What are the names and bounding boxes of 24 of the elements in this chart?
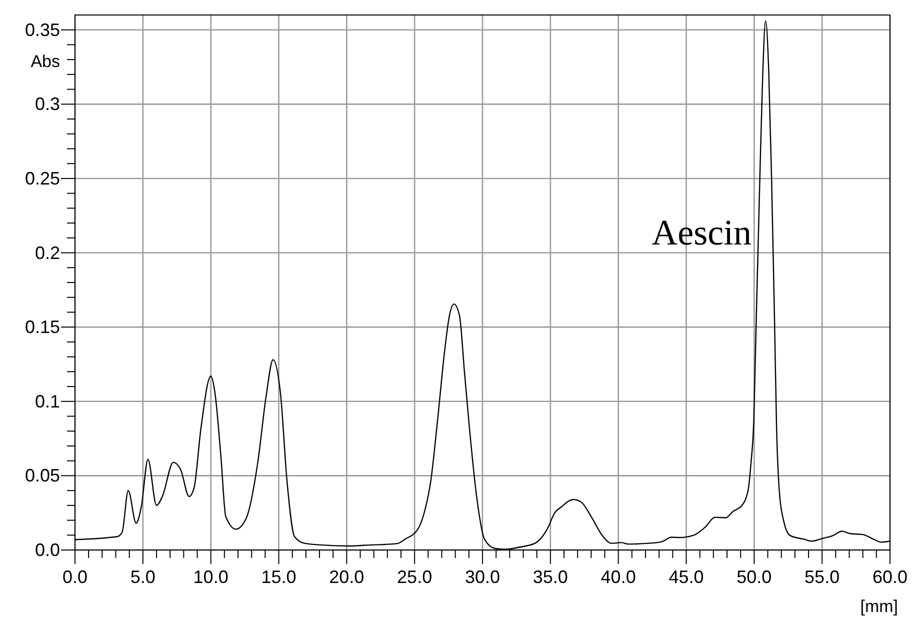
- x-tick-label: 35.0: [532, 567, 568, 587]
- x-tick-label: 55.0: [804, 567, 840, 587]
- y-axis-title: Abs: [30, 52, 60, 71]
- y-tick-label: 0.05: [24, 466, 60, 486]
- x-tick-label: 25.0: [397, 567, 432, 587]
- y-tick-label: 0.3: [34, 94, 60, 114]
- y-tick-label: 0.2: [34, 242, 60, 263]
- x-tick-label: 20.0: [329, 567, 364, 587]
- y-tick-label: 0.35: [24, 20, 60, 40]
- x-tick-label: 40.0: [600, 567, 636, 587]
- x-tick-label: 0.0: [62, 567, 88, 587]
- x-tick-label: 45.0: [668, 567, 704, 587]
- x-axis-title: [mm]: [860, 597, 898, 616]
- x-tick-label: 30.0: [464, 567, 500, 587]
- x-tick-label: 10.0: [193, 567, 228, 587]
- y-tick-label: 0.0: [34, 540, 60, 560]
- annotation: Aescin: [652, 212, 752, 253]
- x-tick-label: 15.0: [261, 567, 296, 587]
- x-tick-label: 60.0: [872, 567, 908, 587]
- y-tick-label: 0.15: [24, 317, 60, 338]
- y-tick-label: 0.25: [24, 168, 60, 188]
- x-tick-label: 50.0: [736, 567, 772, 587]
- y-tick-label: 0.1: [34, 391, 60, 412]
- x-tick-label: 5.0: [130, 567, 156, 587]
